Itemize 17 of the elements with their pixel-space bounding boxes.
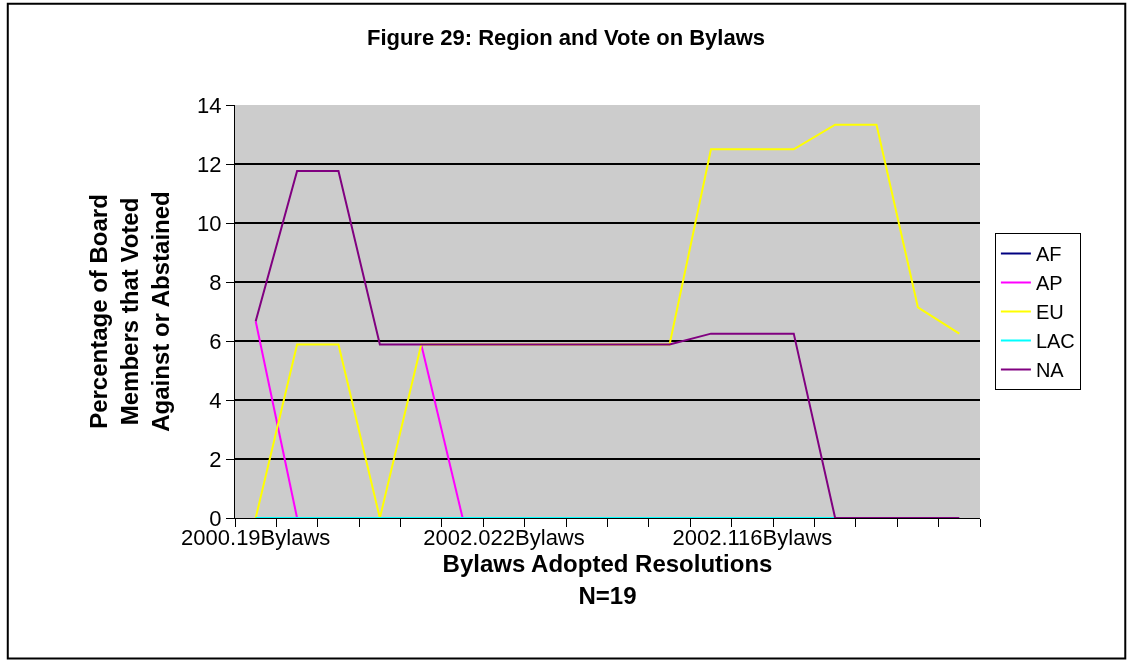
y-axis-title: Percentage of Board Members that Voted Against or Abstained bbox=[84, 191, 175, 432]
y-tick-label: 8 bbox=[209, 269, 222, 295]
legend-label: EU bbox=[1035, 301, 1064, 324]
y-tick-label: 4 bbox=[209, 387, 222, 413]
legend-label: AP bbox=[1035, 272, 1063, 295]
legend-label: LAC bbox=[1035, 330, 1075, 353]
chart-title: Figure 29: Region and Vote on Bylaws bbox=[366, 25, 766, 51]
y-tick-label: 6 bbox=[209, 328, 222, 354]
legend-label: AF bbox=[1035, 243, 1062, 266]
y-tick-label: 12 bbox=[197, 151, 222, 177]
legend-label: NA bbox=[1035, 359, 1065, 382]
y-tick-label: 14 bbox=[197, 92, 222, 118]
y-tick-label: 10 bbox=[197, 210, 222, 236]
x-tick-label: 2002.116Bylaws bbox=[672, 525, 833, 551]
y-tick-label: 2 bbox=[209, 446, 222, 472]
x-tick-label: 2002.022Bylaws bbox=[423, 525, 585, 551]
x-axis-title: Bylaws Adopted Resolutions N=19 bbox=[442, 550, 773, 609]
